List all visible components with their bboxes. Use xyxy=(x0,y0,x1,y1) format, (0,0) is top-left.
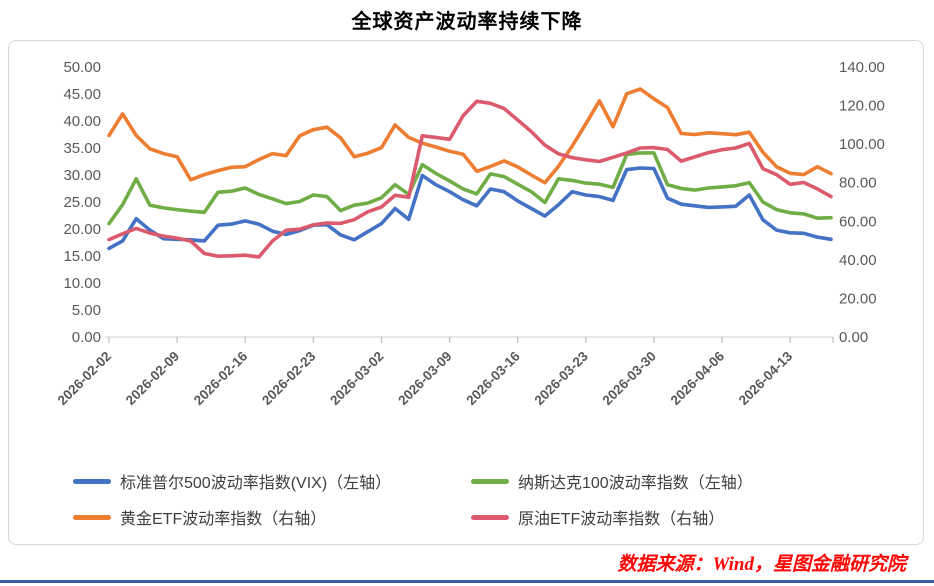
vix-series-swatch-icon xyxy=(73,478,111,484)
left-axis-tick-label: 5.00 xyxy=(72,302,101,319)
legend-label-nasdaq: 纳斯达克100波动率指数（左轴） xyxy=(518,475,753,492)
legend-item-vix: 标准普尔500波动率指数(VIX)（左轴） xyxy=(73,469,471,493)
right-axis-tick-label: 40.00 xyxy=(839,252,877,269)
series-line-0 xyxy=(107,166,833,251)
x-axis-tick-label: 2026-03-02 xyxy=(327,349,386,408)
right-axis-tick-label: 0.00 xyxy=(839,329,868,346)
x-axis-tick-label: 2026-02-09 xyxy=(123,349,182,408)
legend-label-gold: 黄金ETF波动率指数（右轴） xyxy=(120,511,327,528)
volatility-line-chart: 50.00 45.00 40.00 35.00 30.00 25.00 20.00 15.00… xyxy=(55,59,885,408)
chart-card: 50.00 45.00 40.00 35.00 30.00 25.00 20.00 15.00… xyxy=(8,40,924,545)
bottom-divider xyxy=(0,580,934,583)
data-source-note: 数据来源：Wind，星图金融研究院 xyxy=(617,554,906,575)
x-axis-tick-label: 2026-02-23 xyxy=(259,348,319,408)
right-axis-tick-label: 20.00 xyxy=(839,290,877,307)
x-axis-tick-label: 2026-04-06 xyxy=(668,348,728,408)
series-line-2 xyxy=(107,87,833,185)
right-axis-tick-label: 120.00 xyxy=(839,98,885,115)
legend-label-vix: 标准普尔500波动率指数(VIX)（左轴） xyxy=(120,475,392,492)
oil-series-swatch-icon xyxy=(471,514,509,520)
chart-legend: 标准普尔500波动率指数(VIX)（左轴） 纳斯达克100波动率指数（左轴） 黄… xyxy=(73,469,873,529)
series-line-1 xyxy=(107,151,833,226)
x-axis-tick-label: 2026-03-09 xyxy=(395,349,454,408)
left-axis-tick-label: 25.00 xyxy=(63,194,101,211)
right-axis-tick-label: 100.00 xyxy=(839,136,885,153)
x-axis-tick-label: 2026-03-30 xyxy=(600,349,659,408)
left-axis-tick-label: 0.00 xyxy=(72,329,101,346)
gold-series-swatch-icon xyxy=(73,514,111,520)
right-axis-tick-label: 80.00 xyxy=(839,175,877,192)
left-axis-tick-label: 35.00 xyxy=(63,140,101,157)
x-axis-tick-label: 2026-03-16 xyxy=(463,348,523,408)
series-line-3 xyxy=(107,99,833,259)
left-axis-tick-label: 20.00 xyxy=(63,221,101,238)
left-axis-tick-label: 45.00 xyxy=(63,86,101,103)
x-axis-tick-label: 2026-02-02 xyxy=(55,349,114,408)
left-axis-tick-label: 10.00 xyxy=(63,275,101,292)
right-axis-tick-label: 60.00 xyxy=(839,213,877,230)
x-axis-tick-label: 2026-04-13 xyxy=(736,348,796,408)
right-axis-tick-label: 140.00 xyxy=(839,59,885,76)
legend-item-gold: 黄金ETF波动率指数（右轴） xyxy=(73,505,471,529)
x-axis-tick-label: 2026-02-16 xyxy=(191,348,251,408)
legend-item-nasdaq: 纳斯达克100波动率指数（左轴） xyxy=(471,469,869,493)
chart-title: 全球资产波动率持续下降 xyxy=(351,11,583,33)
legend-item-oil: 原油ETF波动率指数（右轴） xyxy=(471,505,869,529)
left-axis-tick-label: 40.00 xyxy=(63,113,101,130)
left-axis-tick-label: 30.00 xyxy=(63,167,101,184)
left-axis-tick-label: 50.00 xyxy=(63,59,101,76)
x-axis-tick-label: 2026-03-23 xyxy=(531,348,591,408)
nasdaq-series-swatch-icon xyxy=(471,478,509,484)
left-axis-tick-label: 15.00 xyxy=(63,248,101,265)
legend-label-oil: 原油ETF波动率指数（右轴） xyxy=(518,511,725,528)
